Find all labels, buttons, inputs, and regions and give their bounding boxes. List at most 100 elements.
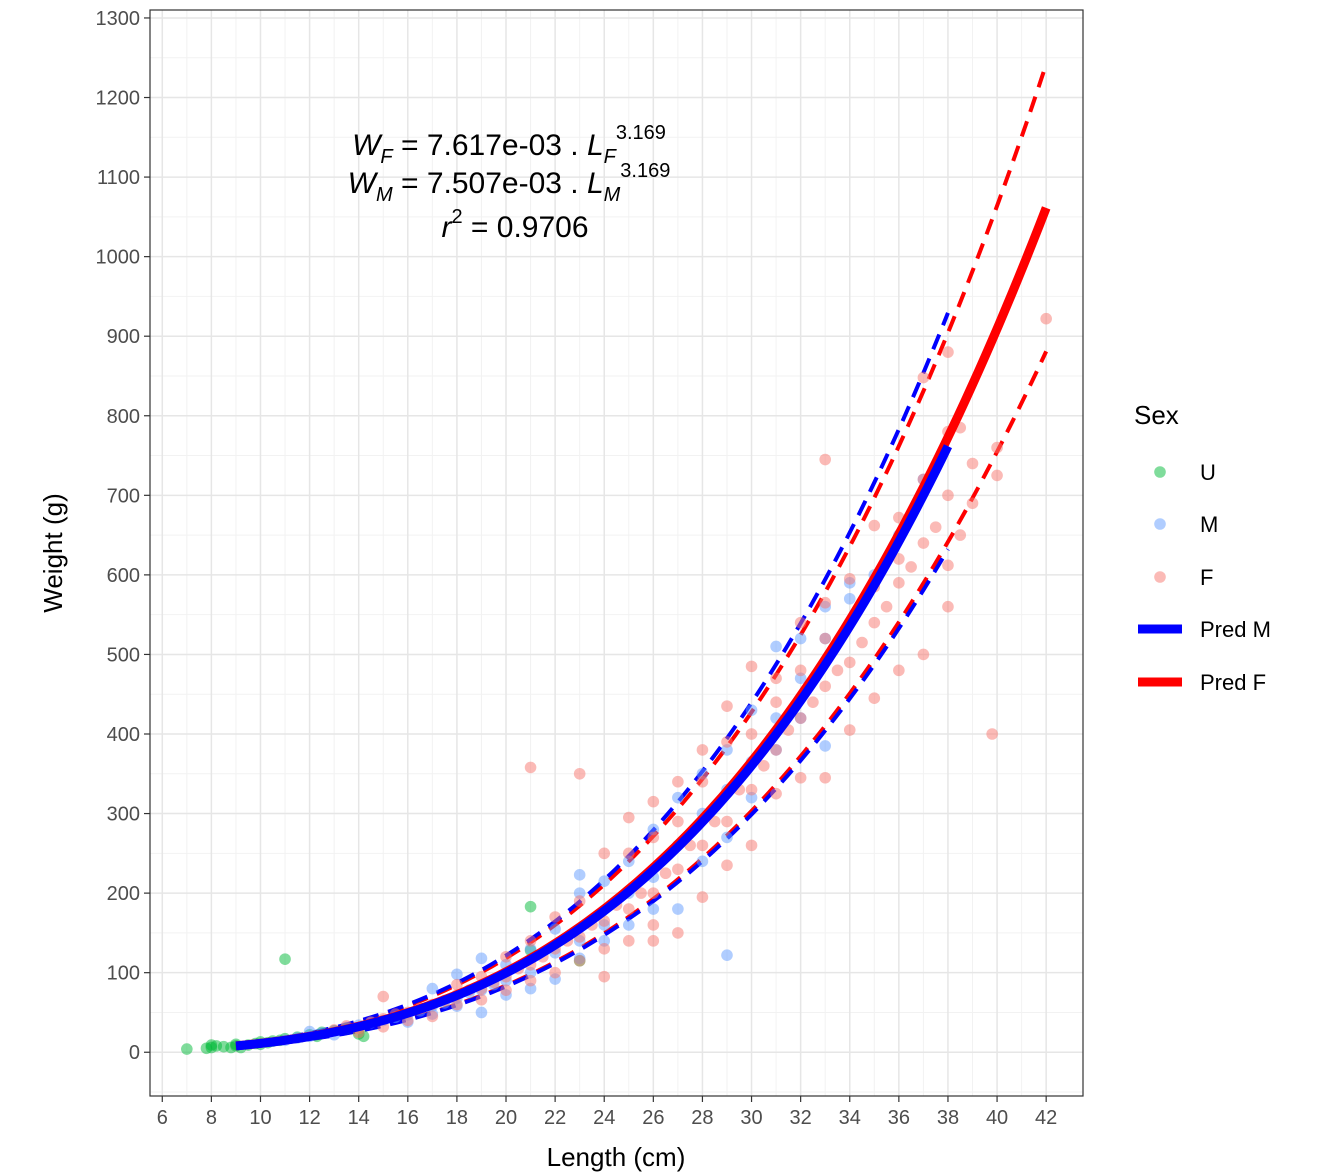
point-f: [905, 561, 917, 573]
eq-r: r: [441, 211, 452, 244]
point-f: [647, 831, 660, 844]
y-tick-label: 100: [107, 963, 140, 985]
point-f: [880, 600, 893, 613]
point-f: [942, 489, 954, 502]
point-m: [549, 923, 561, 935]
point-f: [524, 935, 537, 947]
point-f: [708, 815, 721, 828]
point-f: [794, 664, 807, 677]
x-tick-label: 22: [544, 1107, 566, 1129]
pred-m-upper-band: [235, 312, 950, 1047]
eq-r-exp: 2: [451, 206, 462, 228]
y-tick-label: 900: [107, 326, 140, 348]
x-tick-label: 10: [249, 1107, 271, 1129]
legend-keys: [1138, 466, 1182, 687]
point-f: [942, 346, 954, 358]
point-m: [647, 823, 660, 836]
x-tick-label: 18: [446, 1107, 468, 1129]
eq-f-w-sub: F: [380, 146, 394, 168]
x-tick-label: 30: [740, 1107, 762, 1129]
point-f: [843, 573, 856, 585]
equation-annotation: WF = 7.617e-03 . LF3.169 WM = 7.507e-03 …: [348, 122, 671, 244]
point-f: [696, 891, 709, 903]
x-axis-title: Length (cm): [547, 1142, 686, 1172]
point-f: [819, 680, 831, 693]
point-m: [475, 952, 488, 965]
x-tick-label: 26: [642, 1107, 664, 1129]
point-f: [647, 919, 660, 931]
point-f: [942, 559, 954, 572]
point-f: [598, 970, 611, 983]
point-f: [635, 887, 647, 899]
y-tick-label: 1000: [96, 247, 141, 269]
point-m: [426, 982, 439, 995]
point-f: [647, 935, 660, 947]
point-f: [451, 998, 463, 1011]
point-f: [647, 887, 660, 899]
point-f: [843, 656, 856, 669]
point-f: [929, 521, 942, 533]
fit-curves: [235, 206, 1051, 1051]
grid-lines: [150, 10, 1083, 1096]
y-tick-label: 200: [107, 883, 140, 905]
x-tick-label: 42: [1035, 1107, 1057, 1129]
point-f: [991, 469, 1003, 482]
equation-r2: r2 = 0.9706: [441, 206, 588, 244]
y-tick-label: 1100: [97, 167, 140, 189]
point-f: [794, 616, 807, 629]
point-f: [622, 847, 635, 860]
point-f: [917, 371, 930, 384]
point-f: [377, 990, 390, 1003]
point-f: [524, 974, 537, 987]
legend-label-f: F: [1200, 565, 1213, 590]
point-f: [672, 863, 684, 876]
point-m: [647, 903, 660, 915]
point-m: [451, 968, 463, 981]
panel-border: [149, 9, 1084, 1097]
point-f: [843, 724, 856, 736]
point-m: [770, 640, 782, 653]
point-f: [758, 760, 770, 772]
point-f: [451, 978, 463, 991]
point-m: [672, 903, 684, 915]
point-f: [549, 911, 561, 923]
point-f: [986, 728, 998, 740]
y-tick-label: 600: [107, 565, 140, 587]
eq-m-l: L: [587, 167, 604, 200]
point-f: [426, 1010, 439, 1023]
point-m: [524, 966, 537, 979]
eq-f-l-sub: F: [604, 146, 618, 168]
y-tick-label: 1200: [96, 88, 141, 110]
point-f: [868, 692, 881, 704]
point-f: [622, 903, 635, 915]
x-tick-label: 20: [495, 1107, 517, 1129]
point-m: [794, 672, 807, 685]
x-tick-label: 28: [691, 1107, 713, 1129]
point-m: [622, 855, 635, 868]
point-f: [696, 775, 709, 788]
point-f: [672, 927, 684, 939]
equation-female: WF = 7.617e-03 . LF3.169: [352, 122, 666, 168]
point-f: [672, 815, 684, 828]
point-f: [524, 761, 537, 774]
point-f: [917, 537, 930, 549]
panel-background: [150, 10, 1083, 1096]
y-tick-label: 1300: [96, 8, 141, 30]
point-m: [794, 632, 807, 645]
point-m: [721, 949, 733, 961]
x-tick-label: 36: [888, 1107, 910, 1129]
point-f: [721, 700, 733, 712]
x-tick-label: 16: [397, 1107, 419, 1129]
point-f: [721, 815, 733, 828]
point-f: [868, 519, 881, 532]
point-m: [524, 982, 537, 995]
point-f: [721, 736, 733, 748]
point-f: [696, 839, 709, 852]
point-u: [524, 900, 537, 913]
point-f: [856, 636, 868, 649]
point-f: [966, 497, 979, 510]
y-tick-label: 500: [107, 644, 140, 666]
point-m: [843, 592, 856, 605]
x-tick-label: 8: [206, 1107, 217, 1129]
point-f: [819, 771, 831, 784]
